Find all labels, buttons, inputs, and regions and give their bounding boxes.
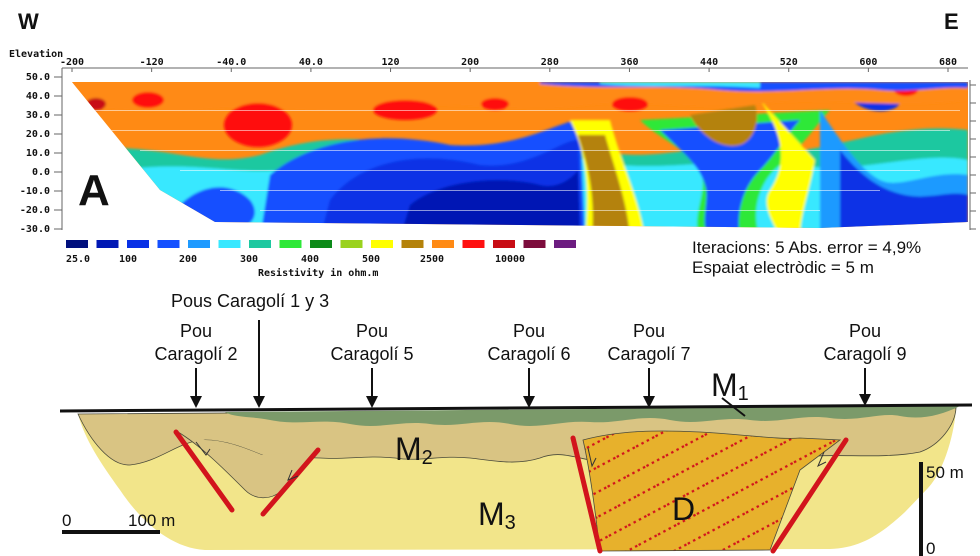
- y-tick-label: 10.0: [26, 148, 50, 159]
- unit-label-m2: M2: [395, 431, 433, 469]
- unit-label-m3: M3: [478, 496, 516, 534]
- legend-swatch: [493, 240, 515, 248]
- faults: [173, 429, 849, 554]
- legend-tick-label: 100: [119, 254, 137, 265]
- x-axis: -200 -120 -40.0 40.0 120 200 280 360 440 520 600 68…: [60, 57, 957, 72]
- well-label-caragoli-5-line2: Caragolí 5: [330, 344, 413, 364]
- x-tick-label: 520: [780, 57, 798, 68]
- y-tick-label: 20.0: [26, 129, 50, 140]
- y-tick-label: 50.0: [26, 72, 50, 83]
- legend-tick-label: 500: [362, 254, 380, 265]
- west-label: W: [18, 9, 39, 34]
- well-label-caragoli-1-3: Pous Caragolí 1 y 3: [171, 291, 329, 311]
- inversion-info-line1: Iteracions: 5 Abs. error = 4,9%: [692, 238, 921, 257]
- x-tick-label: 40.0: [299, 57, 323, 68]
- fault-slip-arrows: [195, 441, 827, 481]
- resistivity-legend: [66, 240, 576, 248]
- x-tick-label: 440: [700, 57, 718, 68]
- legend-tick-label: 400: [301, 254, 319, 265]
- m1-leader-line: [721, 397, 746, 417]
- x-tick-label: 600: [859, 57, 877, 68]
- legend-tick-label: 25.0: [66, 254, 90, 265]
- legend-title: Resistivity in ohm.m: [258, 267, 378, 279]
- legend-tick-label: 200: [179, 254, 197, 265]
- vertical-scale-bottom: 0: [926, 539, 935, 556]
- y-tick-label: 30.0: [26, 110, 50, 121]
- legend-swatch: [218, 240, 241, 248]
- well-label-caragoli-2-line2: Caragolí 2: [154, 344, 237, 364]
- well-label-caragoli-6-line1: Pou: [513, 321, 545, 341]
- resistivity-section: [72, 82, 968, 228]
- x-tick-label: 280: [541, 57, 559, 68]
- x-tick-label: 680: [939, 57, 957, 68]
- well-label-caragoli-6-line2: Caragolí 6: [487, 344, 570, 364]
- well-label-caragoli-2-line1: Pou: [180, 321, 212, 341]
- legend-tick-label: 10000: [495, 254, 525, 265]
- x-tick-label: 120: [382, 57, 400, 68]
- legend-swatch: [371, 240, 393, 248]
- x-tick-label: 200: [461, 57, 479, 68]
- legend-swatch: [310, 240, 332, 248]
- inversion-info-line2: Espaiat electròdic = 5 m: [692, 258, 874, 277]
- unit-label-m1: M1: [711, 367, 749, 405]
- legend-swatch: [66, 240, 88, 248]
- unit-label-d: D: [672, 491, 695, 527]
- legend-tick-label: 2500: [420, 254, 444, 265]
- right-axis-ticks: [970, 84, 976, 230]
- legend-swatch: [554, 240, 576, 248]
- x-tick-label: -40.0: [216, 57, 246, 68]
- well-arrows: [190, 320, 871, 408]
- legend-swatch: [188, 240, 210, 248]
- vertical-scale-top: 50 m: [926, 463, 964, 482]
- legend-swatch: [157, 240, 180, 248]
- y-tick-label: 40.0: [26, 91, 50, 102]
- well-label-caragoli-7-line1: Pou: [633, 321, 665, 341]
- legend-swatch: [279, 240, 302, 248]
- unit-d: [582, 430, 842, 552]
- well-label-caragoli-7-line2: Caragolí 7: [607, 344, 690, 364]
- east-label: E: [944, 9, 959, 34]
- legend-swatch: [432, 240, 454, 248]
- y-axis: 50.0 40.0 30.0 20.0 10.0 0.0 -10.0 -20.0 -30.0: [20, 72, 62, 235]
- legend-swatch: [249, 240, 271, 248]
- legend-swatch: [96, 240, 119, 248]
- x-tick-label: 360: [620, 57, 638, 68]
- legend-swatch: [127, 240, 149, 248]
- unit-m2-pocket: [178, 432, 318, 498]
- legend-swatch: [523, 240, 546, 248]
- legend-tick-labels: 25.0 100 200 300 400 500 2500 10000: [66, 254, 525, 265]
- legend-swatch: [340, 240, 363, 248]
- well-label-caragoli-9-line2: Caragolí 9: [823, 344, 906, 364]
- y-tick-label: 0.0: [32, 167, 50, 178]
- y-tick-label: -10.0: [20, 186, 50, 197]
- ground-surface: [59, 403, 973, 413]
- legend-swatch: [401, 240, 424, 248]
- elevation-axis-label: Elevation: [9, 48, 63, 60]
- x-tick-label: -200: [60, 57, 84, 68]
- well-label-caragoli-5-line1: Pou: [356, 321, 388, 341]
- scale-bar-end: 100 m: [128, 511, 175, 530]
- scale-bar-start: 0: [62, 511, 71, 530]
- x-tick-label: -120: [140, 57, 164, 68]
- unit-m1: [225, 406, 960, 426]
- y-tick-label: -30.0: [20, 224, 50, 235]
- legend-tick-label: 300: [240, 254, 258, 265]
- panel-label-a: A: [78, 166, 110, 215]
- legend-swatch: [462, 240, 485, 248]
- y-tick-label: -20.0: [20, 205, 50, 216]
- well-label-caragoli-9-line1: Pou: [849, 321, 881, 341]
